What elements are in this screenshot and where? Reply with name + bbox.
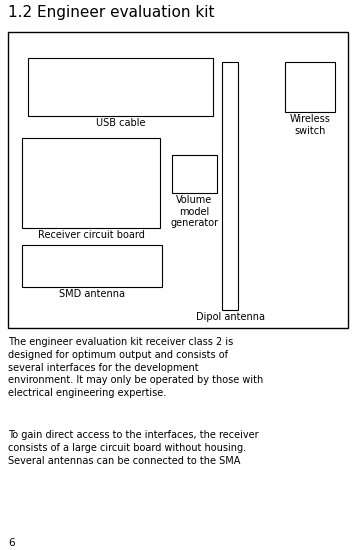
- Bar: [8, 32, 348, 328]
- Text: 6: 6: [8, 538, 15, 548]
- Text: USB cable: USB cable: [96, 118, 145, 128]
- Bar: [172, 155, 217, 193]
- Text: Wireless
switch: Wireless switch: [289, 114, 330, 136]
- Bar: [22, 245, 162, 287]
- Bar: [222, 62, 238, 310]
- Text: Volume
model
generator: Volume model generator: [171, 195, 219, 228]
- Text: Dipol antenna: Dipol antenna: [195, 312, 265, 322]
- Bar: [22, 138, 160, 228]
- Text: SMD antenna: SMD antenna: [59, 289, 125, 299]
- Text: The engineer evaluation kit receiver class 2 is
designed for optimum output and : The engineer evaluation kit receiver cla…: [8, 337, 263, 398]
- Bar: [285, 62, 335, 112]
- Text: To gain direct access to the interfaces, the receiver
consists of a large circui: To gain direct access to the interfaces,…: [8, 430, 258, 466]
- Text: Receiver circuit board: Receiver circuit board: [38, 230, 145, 240]
- Bar: [28, 58, 213, 116]
- Text: 1.2 Engineer evaluation kit: 1.2 Engineer evaluation kit: [8, 5, 215, 20]
